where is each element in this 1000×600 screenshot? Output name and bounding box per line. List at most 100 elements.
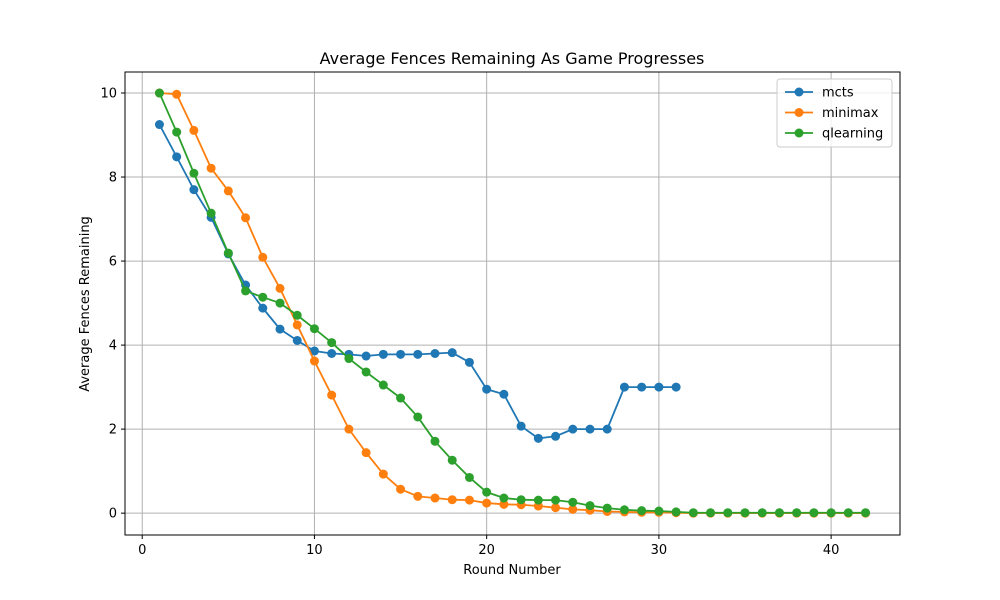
y-tick-label: 8 [109,171,117,186]
mcts-point [499,389,509,399]
minimax-point [551,503,561,513]
legend-box [776,78,893,148]
mcts-point [568,424,578,434]
mcts-point [619,382,629,392]
qlearning-point [654,506,664,516]
y-tick-label: 2 [109,423,117,438]
minimax-point [223,186,233,196]
legend-item-mcts: mcts [785,86,854,101]
mcts-point [154,120,164,130]
qlearning-point [826,508,836,518]
qlearning-point [688,508,698,518]
minimax-point [172,89,182,99]
x-tick-label: 0 [138,543,146,558]
minimax-point [447,495,457,505]
qlearning-point [533,495,543,505]
minimax-point [413,491,423,501]
mcts-point [533,433,543,443]
minimax-point [258,252,268,262]
qlearning-point [671,507,681,517]
x-tick-label: 10 [306,543,323,558]
qlearning-point [292,310,302,320]
y-tick-label: 6 [109,255,117,270]
mcts-point [258,303,268,313]
y-tick-label: 4 [109,339,117,354]
qlearning-point [309,324,319,334]
qlearning-point [275,298,285,308]
qlearning-point [241,286,251,296]
mcts-point [482,384,492,394]
series-layer [154,88,871,518]
qlearning-point [189,168,199,178]
legend-marker [794,128,804,138]
qlearning-point [378,380,388,390]
qlearning-point [499,493,509,503]
mcts-point [327,348,337,358]
mcts-point [516,421,526,431]
qlearning-point [585,501,595,511]
qlearning-point [430,436,440,446]
minimax-point [378,469,388,479]
qlearning-point [861,508,871,518]
y-tick-label: 0 [109,507,117,522]
chart-title: Average Fences Remaining As Game Progres… [320,49,705,68]
qlearning-point [223,248,233,258]
minimax-point [309,356,319,366]
qlearning-point [464,472,474,482]
qlearning-point [568,497,578,507]
minimax-point [499,499,509,509]
minimax-point [482,498,492,508]
mcts-point [309,346,319,356]
legend-marker [794,108,804,117]
mcts-point [292,335,302,345]
x-tick-label: 20 [478,543,495,558]
qlearning-point [774,508,784,518]
mcts-point [602,424,612,434]
minimax-point [361,448,371,458]
qlearning-point [413,412,423,422]
x-tick-label: 40 [823,543,840,558]
plot-frame [124,71,901,536]
minimax-point [275,283,285,293]
x-tick-label: 30 [651,543,668,558]
qlearning-point [327,338,337,348]
qlearning-point [447,455,457,465]
qlearning-point [396,393,406,403]
legend: mcts minimax qlearning [776,78,893,148]
legend-marker [794,87,804,97]
mcts-point [275,324,285,334]
minimax-point [327,390,337,400]
qlearning-point [843,508,853,518]
qlearning-point [757,508,767,518]
minimax-point [568,504,578,514]
qlearning-point [482,487,492,497]
qlearning-point [551,495,561,505]
mcts-point [637,382,647,392]
grid [125,72,900,535]
qlearning-point [206,208,216,218]
qlearning-point [361,367,371,377]
qlearning-point [723,508,733,518]
mcts-point [447,348,457,358]
legend-label: qlearning [822,127,883,142]
mcts-point [430,348,440,358]
legend-item-minimax: minimax [785,106,879,121]
minimax-point [344,424,354,434]
minimax-point [206,163,216,173]
qlearning-point [172,127,182,137]
legend-label: mcts [822,86,854,101]
qlearning-point [344,354,354,364]
qlearning-point [637,506,647,516]
series-mcts [154,120,681,443]
qlearning-point [619,505,629,515]
qlearning-point [602,503,612,513]
mcts-point [671,382,681,392]
minimax-point [396,484,406,494]
mcts-point [396,349,406,359]
legend-item-qlearning: qlearning [785,127,883,142]
axis-ticks: 0 10 20 30 40 0 2 4 6 8 10 [100,87,839,558]
qlearning-point [154,88,164,98]
minimax-point [241,213,251,223]
mcts-point [378,349,388,359]
